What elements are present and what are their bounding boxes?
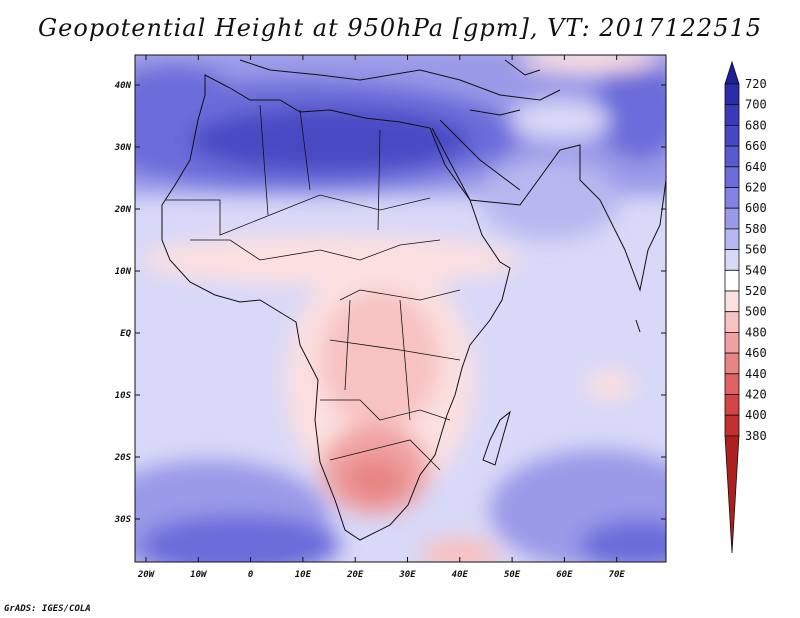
lat-label: 30S [114,515,132,525]
colorbar-swatch [724,83,740,106]
colorbar: 720 700 680 660 640 620 600 580 560 540 520 500 480 4… [724,60,767,554]
lon-label: 20E [346,570,364,580]
colorbar-swatch [724,311,740,333]
lat-label: 10N [115,267,132,277]
colorbar-swatch [724,373,740,395]
colorbar-swatch [724,228,740,250]
lat-label: 20S [114,453,132,463]
latitude-axis: 40N 30N 20N 10N EQ 10S 20S 30S [114,81,666,525]
colorbar-swatch [724,290,740,313]
colorbar-bottom-arrow [724,435,740,554]
colorbar-label: 380 [745,429,767,443]
colorbar-label: 660 [745,139,767,153]
lon-label: 30E [398,570,416,580]
lat-label: 30N [114,143,132,153]
lon-label: 40E [452,570,469,580]
colorbar-label: 540 [745,263,767,277]
grads-credit: GrADS: IGES/COLA [4,604,91,614]
colorbar-swatch [724,269,740,292]
map-title: Geopotential Height at 950hPa [gpm], VT:… [38,14,762,42]
colorbar-label: 720 [745,77,767,91]
colorbar-label: 680 [745,118,767,132]
lon-label: 60E [556,570,573,580]
colorbar-label: 420 [745,388,767,402]
lat-label: 10S [115,391,132,401]
colorbar-label: 600 [745,201,767,215]
lon-label: 20W [137,570,156,580]
colorbar-label: 620 [745,181,767,195]
colorbar-label: 460 [745,346,767,360]
height-field [135,55,666,562]
lon-label: 0 [248,570,254,580]
map-frame [134,54,667,563]
colorbar-label: 560 [745,243,767,257]
colorbar-label: 500 [745,305,767,319]
colorbar-swatch [724,104,740,126]
colorbar-swatch [724,166,740,188]
colorbar-swatch [724,331,740,354]
colorbar-label: 480 [745,325,767,339]
colorbar-swatch [724,125,740,147]
colorbar-swatch [724,207,740,230]
colorbar-label: 700 [745,98,767,112]
colorbar-label: 580 [745,222,767,236]
colorbar-swatch [724,414,740,437]
longitude-axis: 20W 10W 0 10E 20E 30E 40E 50E 60E 70E [137,55,626,580]
lat-label: 40N [115,81,132,91]
colorbar-swatch [724,187,740,209]
coastlines [161,59,666,541]
colorbar-label: 640 [745,160,767,174]
country-borders [165,104,461,471]
lon-label: 10W [190,570,208,580]
colorbar-top-arrow [724,60,740,85]
lon-label: 50E [504,570,521,580]
lat-label: EQ [120,329,131,339]
colorbar-label: 440 [745,367,767,381]
lon-label: 10E [295,570,312,580]
colorbar-swatch [724,394,740,416]
colorbar-swatch [724,249,740,271]
lat-label: 20N [114,205,132,215]
colorbar-label: 520 [745,284,767,298]
colorbar-label: 400 [745,408,767,422]
colorbar-swatch [724,145,740,168]
lon-label: 70E [609,570,626,580]
colorbar-swatch [724,352,740,375]
